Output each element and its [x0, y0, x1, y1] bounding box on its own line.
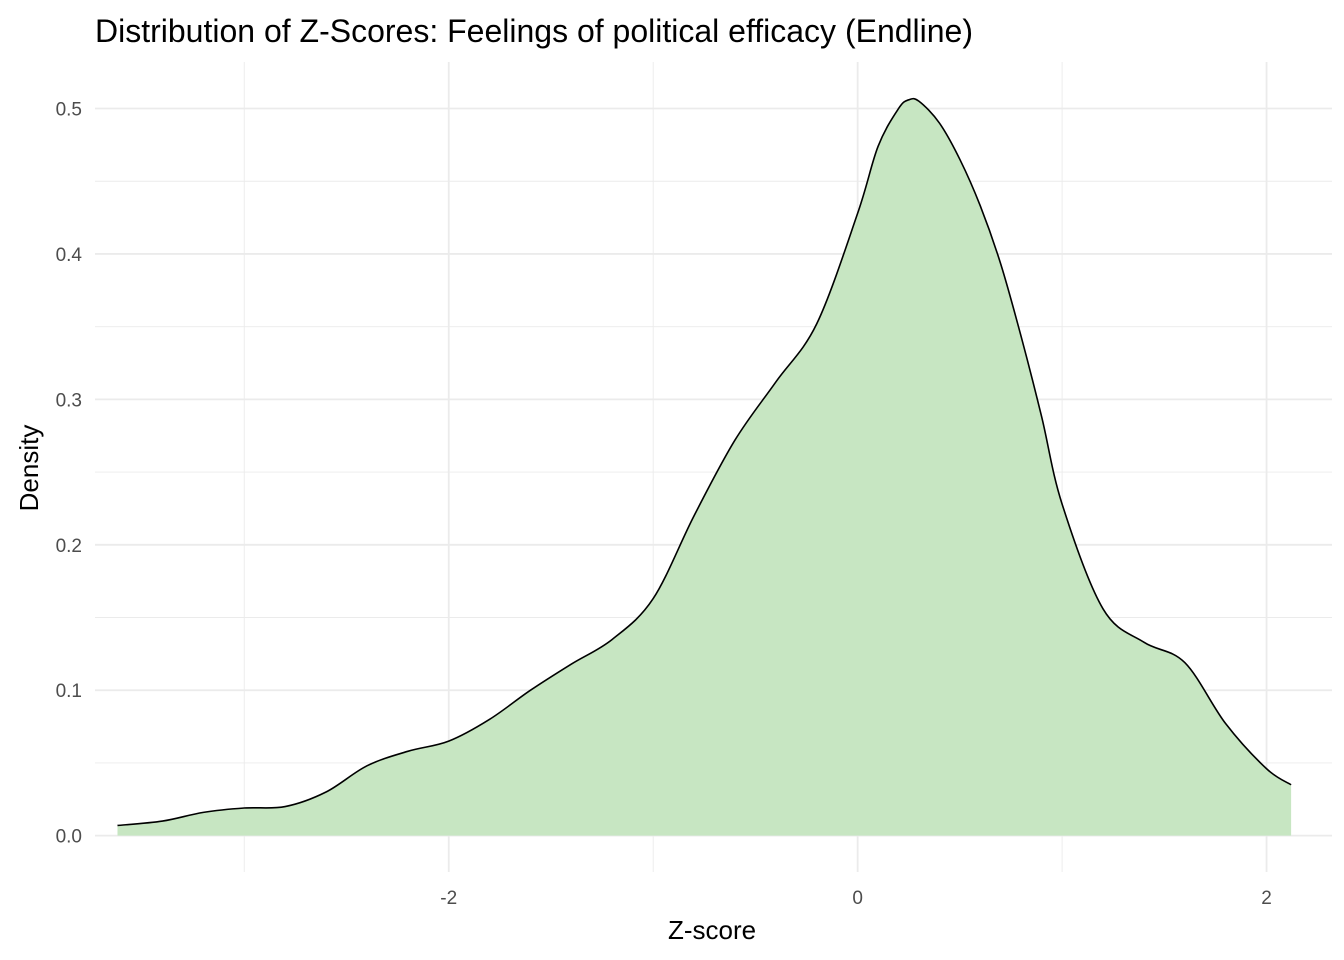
y-tick-label: 0.3: [56, 390, 82, 411]
x-tick-label: 0: [852, 888, 863, 909]
y-tick-label: 0.5: [56, 100, 82, 121]
x-axis-title: Z-score: [668, 915, 756, 945]
y-axis-tick-labels: 0.0 0.1 0.2 0.3 0.4 0.5: [56, 100, 83, 848]
x-tick-label: -2: [440, 888, 457, 909]
y-tick-label: 0.2: [56, 536, 82, 557]
x-axis-tick-labels: -2 0 2: [440, 888, 1272, 909]
y-tick-label: 0.0: [56, 827, 82, 848]
y-tick-label: 0.4: [56, 245, 83, 266]
density-line: [117, 97, 1292, 827]
chart-title: Distribution of Z-Scores: Feelings of po…: [95, 13, 973, 49]
density-marks: [117, 97, 1292, 836]
y-axis-title: Density: [14, 425, 44, 512]
density-area: [117, 98, 1292, 836]
y-tick-label: 0.1: [56, 681, 82, 702]
x-tick-label: 2: [1261, 888, 1272, 909]
